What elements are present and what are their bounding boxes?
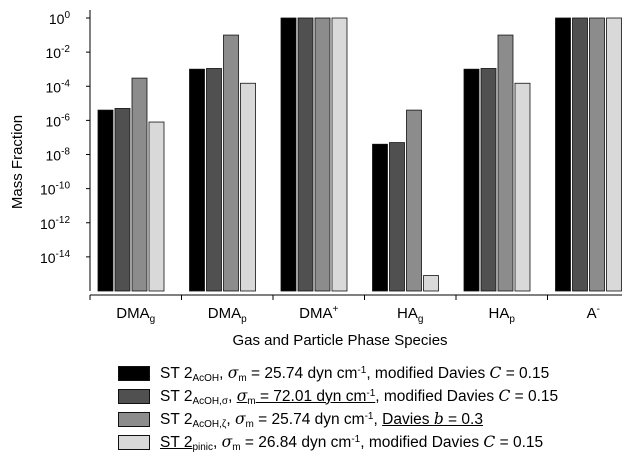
bar — [372, 143, 388, 292]
y-tick-label: 10-12 — [40, 215, 70, 232]
bar-chart: Mass Fraction 100 10-2 10-4 10-6 10-8 10-10 10… — [9, 10, 622, 349]
y-tick-label: 10-4 — [46, 78, 71, 95]
legend-swatch-2 — [118, 389, 150, 404]
legend-swatch-1 — [118, 366, 150, 381]
bar — [206, 68, 222, 292]
legend-item-1: ST 2AcOH, σm = 25.74 dyn cm-1, modified … — [118, 362, 558, 385]
x-axis-label: Gas and Particle Phase Species — [232, 332, 447, 349]
bar — [389, 142, 405, 292]
y-tick-label: 10-2 — [46, 44, 71, 61]
bar — [589, 17, 605, 292]
bar — [240, 82, 256, 292]
x-tick-label: DMAg — [116, 305, 155, 325]
bar — [555, 17, 571, 292]
x-tick-label: HAp — [489, 305, 516, 325]
bar — [331, 17, 348, 292]
bar — [406, 109, 422, 292]
bar — [480, 68, 497, 292]
y-tick-label: 10-8 — [46, 147, 71, 164]
x-tick-label: DMA+ — [299, 304, 338, 322]
bar — [314, 17, 331, 292]
bar — [463, 68, 480, 292]
bar — [497, 34, 514, 292]
bar — [223, 34, 239, 292]
bar — [189, 68, 205, 292]
legend-item-4: ST 2pinic, σm = 26.84 dyn cm-1, modified… — [118, 431, 558, 454]
legend-swatch-4 — [118, 435, 150, 450]
bar — [572, 17, 588, 292]
legend-label-4: ST 2pinic, σm = 26.84 dyn cm-1, modified… — [160, 432, 544, 453]
bar — [280, 17, 297, 292]
bar — [148, 121, 165, 292]
legend: ST 2AcOH, σm = 25.74 dyn cm-1, modified … — [118, 362, 558, 454]
legend-item-2: ST 2AcOH,σ, σm = 72.01 dyn cm-1, modifie… — [118, 385, 558, 408]
x-tick-label: A- — [587, 304, 600, 322]
bar — [514, 82, 531, 292]
y-tick-label: 100 — [49, 10, 71, 27]
bar — [114, 108, 131, 292]
bar — [131, 77, 148, 292]
x-tick-label: DMAp — [208, 305, 247, 325]
legend-swatch-3 — [118, 412, 150, 427]
bar — [606, 17, 622, 292]
bar — [297, 17, 314, 292]
y-tick-label: 10-10 — [40, 181, 70, 198]
x-tick-label: HAg — [397, 305, 423, 325]
legend-label-2: ST 2AcOH,σ, σm = 72.01 dyn cm-1, modifie… — [160, 386, 559, 407]
y-tick-label: 10-6 — [46, 112, 71, 129]
bar — [423, 275, 439, 292]
y-axis-label: Mass Fraction — [9, 115, 26, 209]
bar — [97, 109, 114, 292]
legend-item-3: ST 2AcOH,ζ, σm = 25.74 dyn cm-1, Davies … — [118, 408, 558, 431]
legend-label-3: ST 2AcOH,ζ, σm = 25.74 dyn cm-1, Davies … — [160, 409, 483, 430]
legend-label-1: ST 2AcOH, σm = 25.74 dyn cm-1, modified … — [160, 363, 550, 384]
y-tick-label: 10-14 — [40, 249, 70, 266]
